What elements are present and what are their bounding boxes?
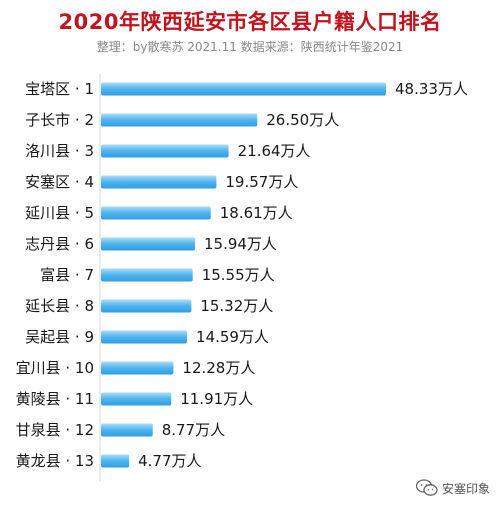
- value-label: 15.55万人: [202, 266, 275, 284]
- value-label: 12.28万人: [182, 359, 255, 377]
- value-label: 19.57万人: [225, 173, 298, 191]
- bar: [101, 113, 258, 127]
- bar: [101, 330, 188, 344]
- value-label: 4.77万人: [138, 452, 201, 470]
- wechat-icon: [415, 479, 438, 496]
- watermark: 安塞印象: [415, 479, 490, 497]
- bar: [101, 268, 193, 282]
- category-label: 富县 · 7: [40, 266, 94, 284]
- category-label: 吴起县 · 9: [25, 328, 94, 346]
- value-label: 26.50万人: [266, 111, 339, 129]
- value-label: 18.61万人: [220, 204, 293, 222]
- bar: [101, 175, 217, 189]
- category-label: 宜川县 · 10: [16, 359, 94, 377]
- bar: [101, 454, 130, 468]
- value-label: 48.33万人: [395, 80, 468, 98]
- bar: [101, 299, 192, 313]
- category-label: 延长县 · 8: [25, 297, 94, 315]
- value-label: 15.32万人: [200, 297, 273, 315]
- value-label: 15.94万人: [204, 235, 277, 253]
- category-label: 洛川县 · 3: [25, 142, 94, 160]
- value-label: 21.64万人: [238, 142, 311, 160]
- bar: [101, 82, 386, 96]
- category-label: 子长市 · 2: [25, 111, 94, 129]
- bar: [101, 206, 211, 220]
- category-label: 甘泉县 · 12: [16, 421, 94, 439]
- category-label: 黄龙县 · 13: [16, 452, 94, 470]
- chart-title: 2020年陕西延安市各区县户籍人口排名: [58, 10, 442, 34]
- category-label: 延川县 · 5: [25, 204, 94, 222]
- category-label: 宝塔区 · 1: [25, 80, 94, 98]
- watermark-text: 安塞印象: [441, 481, 490, 496]
- value-label: 14.59万人: [196, 328, 269, 346]
- category-label: 黄陵县 · 11: [16, 390, 94, 408]
- bar: [101, 237, 195, 251]
- category-label: 志丹县 · 6: [25, 235, 94, 253]
- bar: [101, 361, 174, 375]
- category-label: 安塞区 · 4: [25, 173, 94, 191]
- bar: [101, 144, 229, 158]
- value-label: 8.77万人: [162, 421, 225, 439]
- bar: [101, 423, 153, 437]
- value-label: 11.91万人: [180, 390, 253, 408]
- bar: [101, 392, 172, 406]
- chart-subtitle: 整理：by散寒苏 2021.11 数据来源：陕西统计年鉴2021: [96, 40, 404, 54]
